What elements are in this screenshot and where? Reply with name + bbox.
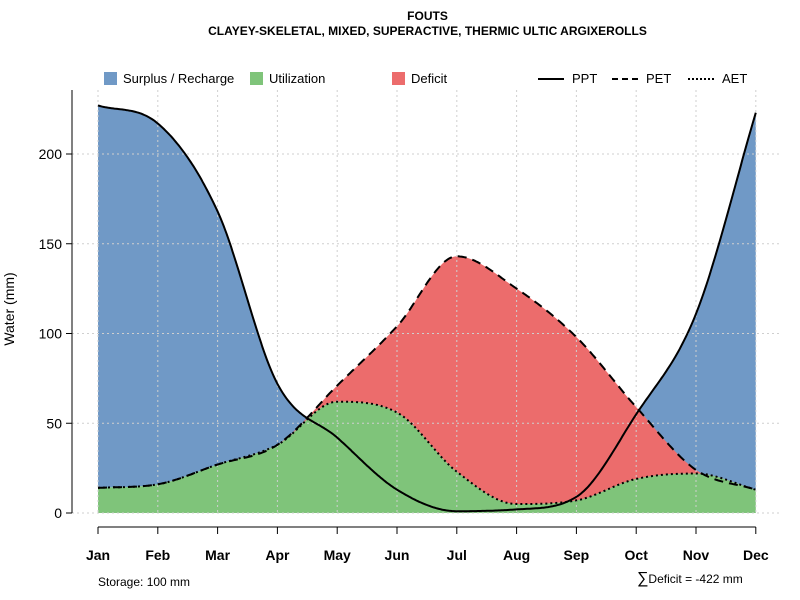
y-tick-label: 150 [39,236,63,252]
y-tick-label: 100 [39,326,63,342]
area-layer [98,105,756,513]
pet-line-sample [612,77,638,80]
deficit-swatch [392,72,405,85]
x-tick-label: Sep [564,547,590,563]
legend-item-surplus: Surplus / Recharge [104,71,234,86]
y-tick-label: 0 [54,505,62,521]
series-line-pet [97,255,757,491]
legend-label-ppt: PPT [572,71,598,86]
utilization-area [98,401,756,513]
x-tick-label: Nov [683,547,710,563]
y-axis-label: Water (mm) [1,272,17,345]
aet-line-sample [688,77,714,80]
series-line-aet [97,400,757,505]
x-tick-label: Oct [625,547,649,563]
x-tick-label: May [324,547,351,563]
deficit-area [98,256,756,504]
surplus-area [98,105,756,504]
x-tick-label: Jun [385,547,410,563]
y-tick-label: 200 [39,146,63,162]
y-tick-label: 50 [46,415,62,431]
series-lines [97,104,757,513]
legend-item-pet: PET [612,71,671,86]
series-line-ppt [97,104,757,513]
x-tick-label: Jul [447,547,467,563]
legend-label-surplus: Surplus / Recharge [123,71,235,86]
legend-label-aet: AET [722,71,748,86]
legend-item-aet: AET [688,71,747,86]
legend-item-deficit: Deficit [392,71,447,86]
deficit-note: ∑Deficit = -422 mm [637,570,743,588]
storage-note: Storage: 100 mm [98,575,191,589]
chart-title: FOUTS [407,9,448,23]
x-tick-label: Jan [86,547,110,563]
sum-symbol: ∑ [637,570,649,587]
x-tick-label: Dec [743,547,769,563]
legend-label-deficit: Deficit [411,71,448,86]
deficit-total: Deficit = -422 mm [648,572,743,586]
x-tick-label: Mar [205,547,230,563]
legend-item-ppt: PPT [538,71,597,86]
grid-layer [72,90,780,514]
x-tick-label: Apr [265,547,290,563]
legend-label-pet: PET [646,71,672,86]
utilization-swatch [250,72,263,85]
x-tick-label: Aug [503,547,530,563]
chart-subtitle: CLAYEY-SKELETAL, MIXED, SUPERACTIVE, THE… [208,24,647,38]
ppt-line-sample [538,77,564,80]
legend-item-utilization: Utilization [250,71,325,86]
legend-label-utilization: Utilization [269,71,326,86]
axes-layer: 0 50 100 150 200 Jan Feb Mar Apr May Jun Jul Aug Sep O… [39,90,769,563]
x-tick-label: Feb [145,547,170,563]
surplus-swatch [104,72,117,85]
